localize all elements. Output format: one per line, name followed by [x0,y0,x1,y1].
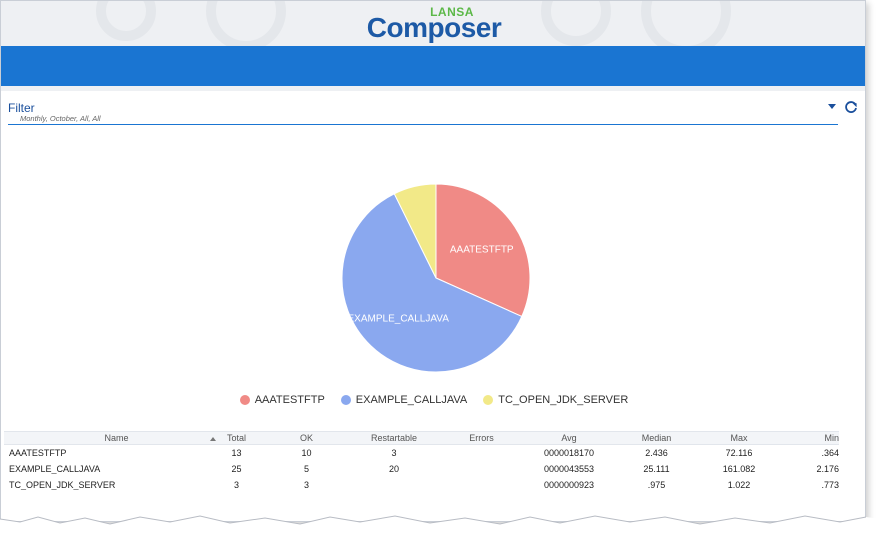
column-header-total[interactable]: Total [226,433,246,443]
table-row[interactable]: AAATESTFTP 13 10 3 0000018170 2.436 72.116 .364 [4,445,839,461]
table-row[interactable]: TC_OPEN_JDK_SERVER 3 3 0000000923 .975 1.022.… [4,477,839,493]
table-cell-name: EXAMPLE_CALLJAVA [9,464,101,474]
sort-ascending-icon [210,437,216,441]
table-cell-ok: 3 [303,480,309,490]
table-cell-avg: 0000043553 [543,464,595,474]
pie-chart: AAATESTFTP EXAMPLE_CALLJAVA [341,183,531,373]
legend-item[interactable]: EXAMPLE_CALLJAVA [340,394,468,406]
pie-slice-tc-open-jdk-server[interactable] [393,183,437,279]
gear-decoration [96,1,156,41]
filter-label: Filter [8,101,35,115]
legend-item[interactable]: TC_OPEN_JDK_SERVER [483,394,628,406]
table-cell-name: TC_OPEN_JDK_SERVER [9,480,116,490]
column-header-avg[interactable]: Avg [561,433,577,443]
column-header-median[interactable]: Median [641,433,672,443]
pie-slice-example-calljava[interactable] [341,193,523,373]
pie-slice-label: AAATESTFTP [450,244,514,255]
results-table: Name Total OK Restartable Errors Avg Med… [4,431,839,493]
table-cell-restartable: 3 [391,448,397,458]
legend-label: TC_OPEN_JDK_SERVER [498,394,629,406]
column-header-ok[interactable]: OK [299,433,313,443]
table-cell-max: 1.022 [727,480,751,490]
app-window: LANSA Composer Filter Monthly, October, … [0,0,866,522]
nav-bar [1,46,865,86]
gear-decoration [541,1,611,46]
table-cell-min: .773 [821,480,839,490]
logo-composer: Composer [366,12,502,43]
torn-edge-decoration [0,515,880,534]
legend-swatch [483,395,494,405]
table-cell-min: 2.176 [816,464,839,474]
table-cell-total: 13 [231,448,242,458]
table-cell-median: 2.436 [645,448,668,458]
column-header-max[interactable]: Max [730,433,748,443]
column-header-errors[interactable]: Errors [469,433,494,443]
table-cell-total: 3 [233,480,239,490]
table-body: AAATESTFTP 13 10 3 0000018170 2.436 72.116 .364… [4,445,839,493]
filter-dropdown[interactable]: Filter Monthly, October, All, All [8,101,838,125]
gear-decoration [641,1,731,46]
logo-lansa: LANSA [430,5,474,19]
table-row[interactable]: EXAMPLE_CALLJAVA 25 5 20 0000043553 25.111 161… [4,461,839,477]
table-cell-ok: 5 [303,464,309,474]
table-cell-max: 161.082 [722,464,756,474]
gear-decoration [206,1,286,46]
legend-label: EXAMPLE_CALLJAVA [355,394,468,406]
table-cell-min: .364 [821,448,839,458]
column-header-min[interactable]: Min [824,433,839,443]
filter-summary: Monthly, October, All, All [20,114,101,123]
column-header-restartable[interactable]: Restartable [370,433,418,443]
table-cell-total: 25 [231,464,242,474]
legend-label: AAATESTFTP [254,394,325,406]
table-cell-median: .975 [647,480,666,490]
nav-bar-shadow [1,86,865,91]
app-header: LANSA Composer [1,1,865,46]
refresh-icon[interactable] [844,100,858,114]
chart-legend: AAATESTFTP EXAMPLE_CALLJAVA TC_OPEN_JDK_SE… [1,394,865,406]
caret-down-icon[interactable] [828,104,836,109]
legend-item[interactable]: AAATESTFTP [239,394,325,406]
table-cell-name: AAATESTFTP [9,448,67,458]
table-cell-avg: 0000018170 [543,448,595,458]
table-cell-max: 72.116 [725,448,753,458]
legend-swatch [340,395,351,405]
table-cell-restartable: 20 [388,464,399,474]
table-cell-median: 25.111 [643,464,670,474]
table-header: Name Total OK Restartable Errors Avg Med… [4,431,839,445]
legend-swatch [239,395,250,405]
column-header-name[interactable]: Name [4,433,224,443]
pie-slice-label: EXAMPLE_CALLJAVA [348,313,450,324]
table-cell-avg: 0000000923 [543,480,595,490]
table-cell-ok: 10 [301,448,312,458]
pie-slice-aaatestftp[interactable] [435,183,531,318]
